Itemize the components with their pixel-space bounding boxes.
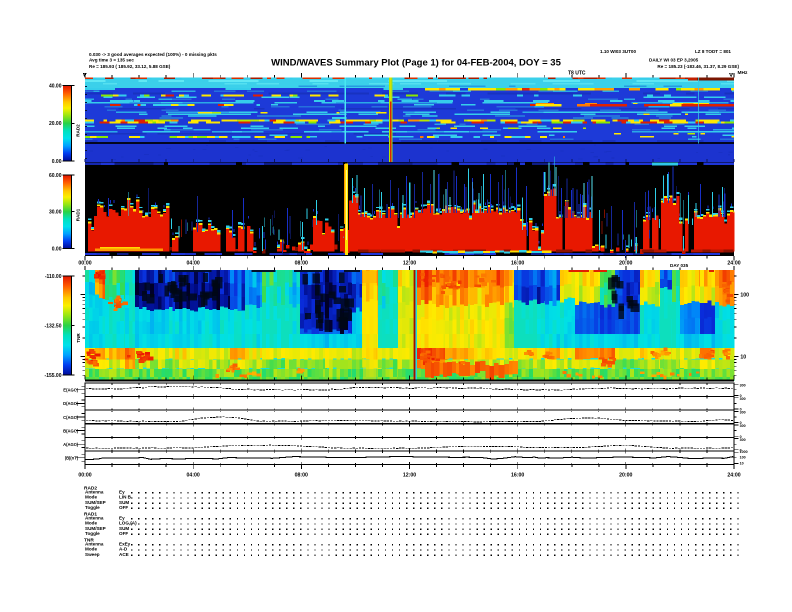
- svg-text:DAY 035: DAY 035: [670, 263, 689, 268]
- svg-text:0.00: 0.00: [52, 159, 62, 165]
- svg-text:04:00: 04:00: [187, 261, 200, 267]
- svg-text:24:00: 24:00: [727, 473, 740, 479]
- svg-text:Mode: Mode: [85, 495, 97, 500]
- svg-text:0.030 -> 3 good averages expec: 0.030 -> 3 good averages expected (100%)…: [89, 52, 217, 57]
- svg-text:60.00: 60.00: [49, 173, 62, 179]
- svg-text:0: 0: [740, 435, 742, 439]
- svg-text:Ey: Ey: [119, 489, 125, 494]
- svg-text:16:00: 16:00: [511, 261, 524, 267]
- svg-text:04:00: 04:00: [187, 473, 200, 479]
- svg-text:Antenna: Antenna: [85, 489, 104, 494]
- svg-text:RAD2: RAD2: [84, 485, 97, 491]
- svg-text:-132.50: -132.50: [45, 323, 62, 329]
- svg-text:-155.00: -155.00: [45, 373, 62, 379]
- svg-text:12:00: 12:00: [403, 261, 416, 267]
- svg-text:00:00: 00:00: [78, 261, 91, 267]
- svg-text:12:00: 12:00: [403, 473, 416, 479]
- svg-text:20:00: 20:00: [619, 261, 632, 267]
- svg-text:Avg time 3 = 135 sec: Avg time 3 = 135 sec: [89, 58, 134, 63]
- svg-text:Re = 185.23 (-183.46, 31.3: Re = 185.23 (-183.46, 31.37, 8.29 GSE): [657, 64, 739, 69]
- svg-text:300: 300: [740, 397, 746, 401]
- svg-text:0: 0: [740, 421, 742, 425]
- svg-text:1000: 1000: [740, 450, 748, 454]
- svg-text:T8 UTC: T8 UTC: [568, 71, 586, 77]
- svg-text:300: 300: [740, 383, 746, 387]
- svg-text:10: 10: [740, 461, 744, 465]
- svg-text:Re = 185.93 ( 185.92, 33.: Re = 185.93 ( 185.92, 33.12, 5.88 GSE): [89, 64, 171, 69]
- svg-text:WIND/WAVES Summary Plot (Page: WIND/WAVES Summary Plot (Page 1) for 04-…: [271, 58, 561, 69]
- svg-text:TNR: TNR: [76, 333, 81, 343]
- svg-text:300: 300: [740, 438, 746, 442]
- svg-text:40.00: 40.00: [49, 83, 62, 89]
- svg-text:20:00: 20:00: [619, 473, 632, 479]
- svg-text:0: 0: [740, 448, 742, 452]
- svg-text:E(AGC): E(AGC): [63, 388, 78, 393]
- svg-text:D(AGC): D(AGC): [63, 401, 79, 406]
- svg-text:300: 300: [740, 424, 746, 428]
- svg-text:0: 0: [740, 408, 742, 412]
- svg-text:00:00: 00:00: [78, 473, 91, 479]
- svg-text:A(AGC): A(AGC): [63, 442, 79, 447]
- svg-text:RAD1: RAD1: [75, 208, 80, 221]
- svg-text:30.00: 30.00: [49, 210, 62, 216]
- svg-text:MHz: MHz: [738, 70, 748, 76]
- svg-text:|B|(nT): |B|(nT): [65, 456, 79, 461]
- svg-text:LIN B: LIN B: [119, 495, 132, 500]
- svg-text:0: 0: [740, 394, 742, 398]
- svg-text:300: 300: [740, 411, 746, 415]
- svg-text:1.10 WI03 3UT00: 1.10 WI03 3UT00: [600, 49, 636, 54]
- svg-text:08:00: 08:00: [295, 473, 308, 479]
- svg-text:08:00: 08:00: [295, 261, 308, 267]
- svg-text:LZ 8 TODT = 801: LZ 8 TODT = 801: [695, 49, 731, 54]
- svg-text:100: 100: [740, 456, 746, 460]
- svg-text:100: 100: [740, 293, 749, 299]
- svg-text:DAILY WI 03 EP 3,2005: DAILY WI 03 EP 3,2005: [649, 58, 699, 63]
- svg-text:RAD2: RAD2: [75, 124, 80, 137]
- svg-text:24:00: 24:00: [727, 261, 740, 267]
- svg-text:10: 10: [740, 355, 746, 361]
- svg-text:20.00: 20.00: [49, 121, 62, 127]
- svg-text:16:00: 16:00: [511, 473, 524, 479]
- svg-text:-110.00: -110.00: [45, 274, 62, 280]
- svg-text:C(AGC): C(AGC): [63, 415, 79, 420]
- svg-text:B(AGC): B(AGC): [63, 428, 79, 433]
- svg-text:0.00: 0.00: [52, 246, 62, 252]
